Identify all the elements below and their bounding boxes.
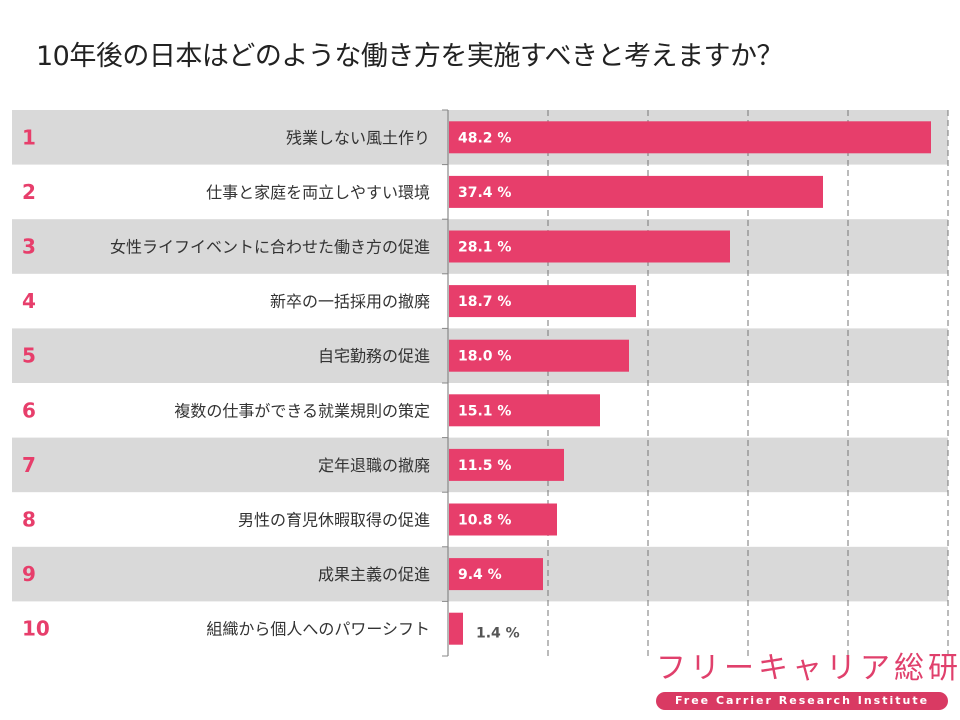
- bar: [449, 121, 931, 154]
- rank-label: 2: [22, 180, 36, 204]
- value-label: 15.1 %: [458, 403, 511, 419]
- category-label: 女性ライフイベントに合わせた働き方の促進: [110, 238, 430, 257]
- category-label: 自宅勤務の促進: [318, 347, 430, 366]
- rank-label: 3: [22, 235, 36, 259]
- bar: [449, 285, 636, 318]
- category-label: 新卒の一括採用の撤廃: [270, 292, 430, 311]
- bar: [449, 503, 557, 536]
- bar: [449, 230, 730, 263]
- bar: [449, 339, 629, 372]
- rank-label: 8: [22, 508, 36, 532]
- chart-title: 10年後の日本はどのような働き方を実施すべきと考えますか？: [36, 41, 783, 72]
- bar: [449, 612, 463, 645]
- rank-label: 10: [22, 617, 50, 641]
- rank-label: 7: [22, 453, 36, 477]
- logo-en-text: Free Carrier Research Institute: [656, 692, 948, 710]
- rank-label: 5: [22, 344, 36, 368]
- category-label: 残業しない風土作り: [286, 128, 430, 147]
- bar: [449, 394, 600, 427]
- category-label: 複数の仕事ができる就業規則の策定: [174, 401, 430, 420]
- value-label: 18.7 %: [458, 294, 511, 310]
- value-label: 37.4 %: [458, 185, 511, 201]
- bar: [449, 175, 823, 208]
- rank-label: 1: [22, 125, 36, 149]
- value-label: 9.4 %: [458, 567, 502, 583]
- value-label: 10.8 %: [458, 513, 511, 529]
- value-label: 18.0 %: [458, 349, 511, 365]
- category-label: 組織から個人へのパワーシフト: [206, 620, 430, 639]
- rank-label: 6: [22, 398, 36, 422]
- category-label: 成果主義の促進: [318, 565, 430, 584]
- bar: [449, 448, 564, 481]
- value-label: 11.5 %: [458, 458, 511, 474]
- logo-jp-text: フリーキャリア総研: [656, 651, 960, 686]
- category-label: 定年退職の撤廃: [318, 456, 430, 475]
- value-label: 48.2 %: [458, 130, 511, 146]
- logo: フリーキャリア総研 Free Carrier Research Institut…: [656, 651, 960, 710]
- category-label: 男性の育児休暇取得の促進: [238, 511, 430, 530]
- rank-label: 9: [22, 562, 36, 586]
- value-label: 28.1 %: [458, 240, 511, 256]
- category-label: 仕事と家庭を両立しやすい環境: [206, 183, 430, 202]
- bar: [449, 558, 543, 591]
- rank-label: 4: [22, 289, 36, 313]
- value-label: 1.4 %: [476, 626, 520, 642]
